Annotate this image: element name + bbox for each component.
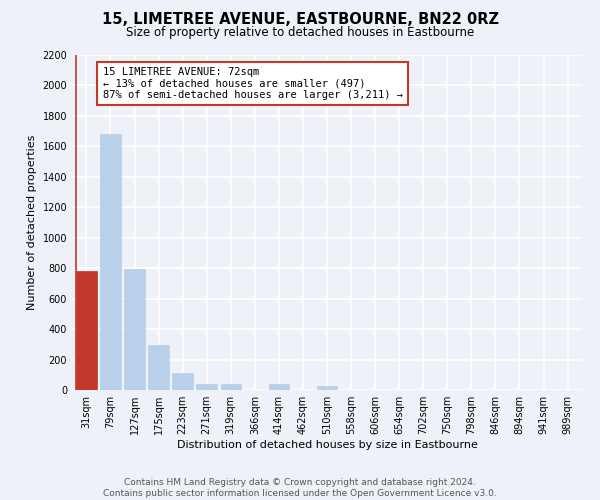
Bar — [196, 384, 217, 390]
Y-axis label: Number of detached properties: Number of detached properties — [27, 135, 37, 310]
Bar — [148, 345, 169, 390]
Bar — [221, 384, 241, 390]
Text: 15 LIMETREE AVENUE: 72sqm
← 13% of detached houses are smaller (497)
87% of semi: 15 LIMETREE AVENUE: 72sqm ← 13% of detac… — [103, 66, 403, 100]
Bar — [317, 386, 337, 390]
Bar — [124, 269, 145, 390]
Bar — [100, 134, 121, 390]
Bar — [172, 373, 193, 390]
Bar — [269, 384, 289, 390]
Text: Contains HM Land Registry data © Crown copyright and database right 2024.
Contai: Contains HM Land Registry data © Crown c… — [103, 478, 497, 498]
Text: 15, LIMETREE AVENUE, EASTBOURNE, BN22 0RZ: 15, LIMETREE AVENUE, EASTBOURNE, BN22 0R… — [101, 12, 499, 28]
X-axis label: Distribution of detached houses by size in Eastbourne: Distribution of detached houses by size … — [176, 440, 478, 450]
Bar — [76, 271, 97, 390]
Text: Size of property relative to detached houses in Eastbourne: Size of property relative to detached ho… — [126, 26, 474, 39]
